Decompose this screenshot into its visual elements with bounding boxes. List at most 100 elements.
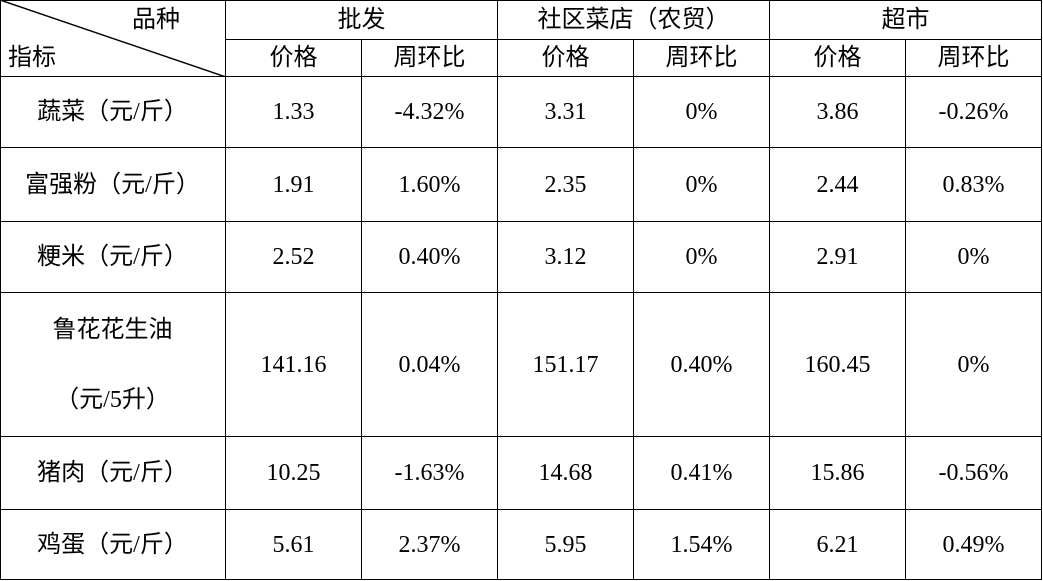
cell-text: （元/5升） bbox=[55, 386, 170, 413]
cell-text: 价格 bbox=[541, 45, 590, 71]
cell-text: 2.37% bbox=[398, 531, 461, 558]
data-cell: 3.31 bbox=[498, 77, 634, 148]
data-cell: 3.12 bbox=[498, 222, 634, 293]
cell-text: 0.04% bbox=[398, 351, 461, 378]
data-cell: 2.35 bbox=[498, 148, 634, 222]
cell-text: 10.25 bbox=[266, 460, 321, 486]
cell-text: 0% bbox=[685, 99, 718, 125]
cell-text: 2.44 bbox=[816, 171, 859, 198]
cell-text: 价格 bbox=[813, 45, 862, 71]
data-cell: 0% bbox=[634, 148, 770, 222]
data-cell: 141.16 bbox=[226, 293, 362, 437]
data-cell: 1.91 bbox=[226, 148, 362, 222]
data-cell: 15.86 bbox=[770, 437, 906, 510]
row-label: 鸡蛋（元/斤） bbox=[0, 510, 226, 580]
cell-text: -4.32% bbox=[394, 99, 465, 125]
cell-text: 周环比 bbox=[665, 45, 738, 71]
data-cell: 0.04% bbox=[362, 293, 498, 437]
data-cell: 2.52 bbox=[226, 222, 362, 293]
cell-text: 0.83% bbox=[942, 171, 1005, 198]
sub-header: 周环比 bbox=[906, 40, 1042, 77]
cell-text: 猪肉（元/斤） bbox=[37, 460, 188, 486]
cell-text: 粳米（元/斤） bbox=[37, 244, 188, 270]
data-cell: -4.32% bbox=[362, 77, 498, 148]
data-cell: 5.61 bbox=[226, 510, 362, 580]
cell-text: 0.41% bbox=[670, 460, 733, 486]
data-cell: 1.33 bbox=[226, 77, 362, 148]
data-cell: 6.21 bbox=[770, 510, 906, 580]
cell-text: -0.26% bbox=[938, 99, 1009, 125]
data-cell: 151.17 bbox=[498, 293, 634, 437]
data-cell: 10.25 bbox=[226, 437, 362, 510]
cell-text: 0% bbox=[685, 244, 718, 270]
data-cell: 0.40% bbox=[634, 293, 770, 437]
row-label: 猪肉（元/斤） bbox=[0, 437, 226, 510]
cell-text: 5.95 bbox=[544, 531, 587, 558]
cell-text: 6.21 bbox=[816, 531, 859, 558]
data-cell: 0.83% bbox=[906, 148, 1042, 222]
cell-text: 151.17 bbox=[532, 351, 599, 378]
data-cell: 0.40% bbox=[362, 222, 498, 293]
data-cell: 2.44 bbox=[770, 148, 906, 222]
sub-header: 价格 bbox=[226, 40, 362, 77]
data-cell: 5.95 bbox=[498, 510, 634, 580]
data-cell: 1.54% bbox=[634, 510, 770, 580]
cell-text: 0% bbox=[957, 351, 990, 378]
cell-text: 1.91 bbox=[272, 171, 315, 198]
data-cell: 3.86 bbox=[770, 77, 906, 148]
row-label: 粳米（元/斤） bbox=[0, 222, 226, 293]
cell-text: 批发 bbox=[337, 6, 386, 33]
cell-text: -1.63% bbox=[394, 460, 465, 486]
data-cell: 0% bbox=[634, 77, 770, 148]
data-cell: 1.60% bbox=[362, 148, 498, 222]
cell-text: 0.40% bbox=[398, 244, 461, 270]
cell-text: 5.61 bbox=[272, 531, 315, 558]
cell-text: 蔬菜（元/斤） bbox=[37, 99, 188, 125]
data-cell: -1.63% bbox=[362, 437, 498, 510]
cell-text: 2.91 bbox=[816, 244, 859, 270]
cell-text: 0% bbox=[685, 171, 718, 198]
corner-cell bbox=[0, 0, 226, 77]
row-label: 富强粉（元/斤） bbox=[0, 148, 226, 222]
data-cell: -0.56% bbox=[906, 437, 1042, 510]
group-header: 超市 bbox=[770, 0, 1042, 40]
cell-text: 14.68 bbox=[538, 460, 593, 486]
cell-text: 3.12 bbox=[544, 244, 587, 270]
data-cell: 14.68 bbox=[498, 437, 634, 510]
cell-text: 2.35 bbox=[544, 171, 587, 198]
data-cell: 0% bbox=[906, 293, 1042, 437]
data-cell: 2.37% bbox=[362, 510, 498, 580]
cell-text: 鲁花花生油 bbox=[52, 316, 173, 343]
group-header: 批发 bbox=[226, 0, 498, 40]
data-cell: 0.41% bbox=[634, 437, 770, 510]
cell-text: 3.31 bbox=[544, 99, 587, 125]
cell-text: 1.33 bbox=[272, 99, 315, 125]
cell-text: 0.49% bbox=[942, 531, 1005, 558]
cell-text: 0.40% bbox=[670, 351, 733, 378]
cell-text: 3.86 bbox=[816, 99, 859, 125]
corner-bottom: 指标 bbox=[8, 45, 56, 71]
data-cell: 2.91 bbox=[770, 222, 906, 293]
cell-text: -0.56% bbox=[938, 460, 1009, 486]
cell-text: 鸡蛋（元/斤） bbox=[37, 531, 188, 558]
cell-text: 15.86 bbox=[810, 460, 865, 486]
cell-text: 富强粉（元/斤） bbox=[25, 171, 200, 198]
cell-text: 价格 bbox=[269, 45, 318, 71]
corner-top: 品种 bbox=[132, 7, 180, 33]
cell-text: 160.45 bbox=[804, 351, 871, 378]
data-cell: 0.49% bbox=[906, 510, 1042, 580]
cell-text: 2.52 bbox=[272, 244, 315, 270]
sub-header: 周环比 bbox=[634, 40, 770, 77]
data-cell: 0% bbox=[634, 222, 770, 293]
cell-text: 周环比 bbox=[937, 45, 1010, 71]
data-cell: 160.45 bbox=[770, 293, 906, 437]
sub-header: 价格 bbox=[770, 40, 906, 77]
data-cell: 0% bbox=[906, 222, 1042, 293]
data-cell: -0.26% bbox=[906, 77, 1042, 148]
cell-text: 社区菜店（农贸） bbox=[537, 6, 730, 33]
sub-header: 价格 bbox=[498, 40, 634, 77]
cell-text: 周环比 bbox=[393, 45, 466, 71]
sub-header: 周环比 bbox=[362, 40, 498, 77]
